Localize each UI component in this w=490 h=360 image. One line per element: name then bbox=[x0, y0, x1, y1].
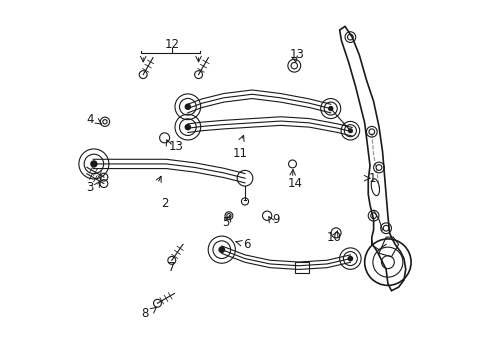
Text: 13: 13 bbox=[168, 140, 183, 153]
Circle shape bbox=[91, 161, 97, 167]
Circle shape bbox=[348, 129, 352, 132]
Text: 2: 2 bbox=[161, 197, 169, 210]
Text: 13: 13 bbox=[290, 49, 304, 62]
Circle shape bbox=[185, 104, 191, 109]
Circle shape bbox=[219, 247, 224, 252]
Text: 1: 1 bbox=[368, 172, 376, 185]
Text: 5: 5 bbox=[222, 216, 229, 229]
Text: 4: 4 bbox=[86, 113, 94, 126]
Text: 14: 14 bbox=[288, 177, 303, 190]
Circle shape bbox=[348, 256, 352, 261]
Text: 9: 9 bbox=[272, 213, 279, 226]
Text: 10: 10 bbox=[327, 231, 342, 244]
Circle shape bbox=[185, 125, 191, 130]
Text: 6: 6 bbox=[243, 238, 251, 251]
Text: 11: 11 bbox=[232, 147, 247, 160]
Text: 3: 3 bbox=[86, 181, 94, 194]
Text: 7: 7 bbox=[168, 261, 176, 274]
Text: 8: 8 bbox=[142, 307, 149, 320]
Text: 12: 12 bbox=[164, 38, 179, 51]
Circle shape bbox=[329, 107, 333, 111]
